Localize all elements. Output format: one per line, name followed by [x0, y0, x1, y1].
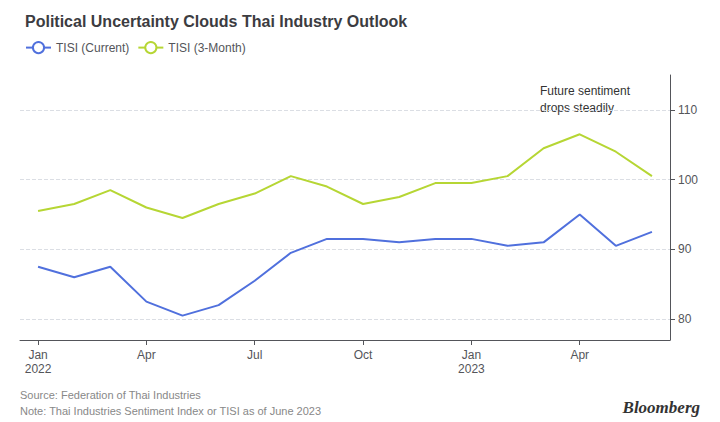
svg-text:110: 110 [678, 103, 697, 117]
svg-text:Jul: Jul [247, 348, 262, 362]
svg-text:TISI (Current): TISI (Current) [56, 41, 129, 55]
svg-text:Oct: Oct [354, 348, 373, 362]
svg-text:Political Uncertainty Clouds T: Political Uncertainty Clouds Thai Indust… [25, 13, 407, 30]
svg-text:Future sentiment: Future sentiment [540, 84, 631, 98]
svg-text:Note: Thai Industries Sentimen: Note: Thai Industries Sentiment Index or… [20, 405, 321, 417]
svg-text:2022: 2022 [25, 362, 52, 376]
svg-text:100: 100 [678, 173, 698, 187]
svg-text:Apr: Apr [570, 348, 589, 362]
svg-text:2023: 2023 [458, 362, 485, 376]
svg-text:90: 90 [678, 242, 692, 256]
svg-text:TISI (3-Month): TISI (3-Month) [168, 41, 245, 55]
svg-text:Jan: Jan [28, 348, 47, 362]
svg-text:Jan: Jan [462, 348, 481, 362]
svg-text:Apr: Apr [137, 348, 156, 362]
svg-text:Bloomberg: Bloomberg [622, 398, 701, 417]
svg-text:80: 80 [678, 312, 692, 326]
svg-text:Source: Federation of Thai Ind: Source: Federation of Thai Industries [20, 389, 201, 401]
svg-text:drops steadily: drops steadily [540, 101, 614, 115]
